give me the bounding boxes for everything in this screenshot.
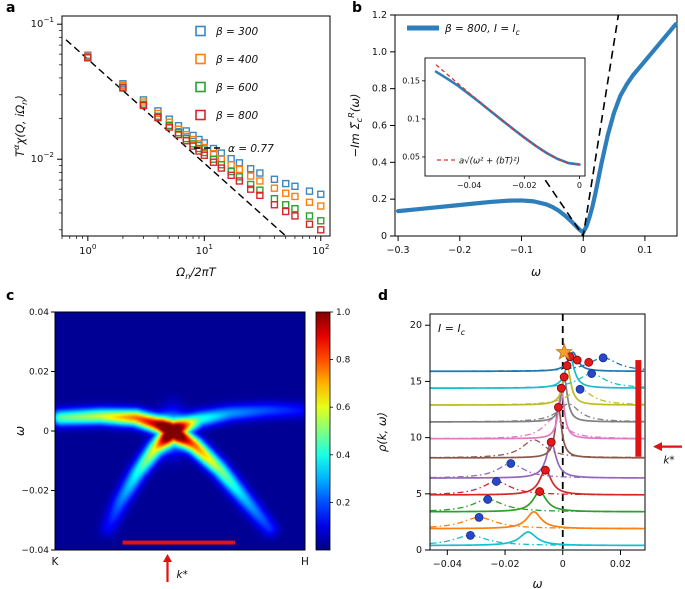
svg-text:0.2: 0.2 <box>372 194 387 205</box>
svg-text:0.4: 0.4 <box>336 451 351 461</box>
svg-text:0: 0 <box>416 545 422 556</box>
svg-text:Tαχ(Q, iΩn): Tαχ(Q, iΩn) <box>11 95 29 157</box>
spectral-curve-8 <box>430 364 645 406</box>
kstar-star-marker <box>555 342 574 360</box>
kstar-arrow: k* <box>163 554 188 582</box>
svg-text:k*: k* <box>177 569 188 581</box>
inset-b: −0.04 −0.02 0 0.05 0.1 0.15 a√(ω² + (bT)²) <box>402 57 586 190</box>
svg-text:a√(ω² + (bT)²): a√(ω² + (bT)²) <box>459 157 520 167</box>
svg-text:10−2: 10−2 <box>31 150 54 165</box>
series-1 <box>84 52 325 210</box>
colorbar <box>315 311 331 551</box>
linear-fit-dashed <box>530 14 620 239</box>
svg-text:−0.1: −0.1 <box>510 245 533 256</box>
svg-text:0.1: 0.1 <box>637 245 652 256</box>
spectral-curve-1 <box>430 510 645 530</box>
svg-text:−0.3: −0.3 <box>387 245 410 256</box>
svg-text:ω: ω <box>13 426 27 436</box>
svg-text:−Im Σ̃cR(ω): −Im Σ̃cR(ω) <box>346 93 364 157</box>
svg-text:0.05: 0.05 <box>402 152 420 161</box>
svg-text:0.15: 0.15 <box>402 76 420 85</box>
svg-text:0.02: 0.02 <box>610 559 631 570</box>
kstar-range-bar-d <box>635 360 642 457</box>
spectral-curve-10 <box>430 351 645 373</box>
svg-text:0.8: 0.8 <box>336 356 351 366</box>
svg-text:Ωn/2πT: Ωn/2πT <box>175 265 216 281</box>
svg-text:0.8: 0.8 <box>372 84 387 95</box>
svg-text:K: K <box>52 556 60 568</box>
svg-text:β = 600: β = 600 <box>215 82 259 94</box>
panel-label-a: a <box>6 0 16 16</box>
svg-text:0.02: 0.02 <box>29 368 49 378</box>
svg-text:0.2: 0.2 <box>336 498 350 508</box>
svg-text:1.2: 1.2 <box>372 10 387 21</box>
svg-text:β = 400: β = 400 <box>215 54 259 66</box>
svg-text:0.1: 0.1 <box>407 114 420 123</box>
legend-b: β = 800, I = Ic <box>407 23 521 37</box>
svg-text:5: 5 <box>416 489 422 500</box>
svg-text:0.04: 0.04 <box>29 308 49 318</box>
svg-text:−0.02: −0.02 <box>512 181 537 190</box>
svg-text:100: 100 <box>79 242 97 257</box>
heatmap-canvas <box>10 298 355 589</box>
interacting-peak-dots <box>535 352 594 496</box>
svg-text:ρ(k, ω): ρ(k, ω) <box>375 412 389 452</box>
series-0 <box>84 51 325 198</box>
chart-b-self-energy: −0.3 −0.2 −0.1 0 0.1 0 0.2 0.4 0.6 0.8 1.0 1.2 β = 8… <box>346 10 678 279</box>
svg-text:ω: ω <box>531 265 541 279</box>
svg-text:ω: ω <box>532 577 542 589</box>
legend-a: β = 300 β = 400 β = 600 β = 800 α = 0.77 <box>194 25 274 155</box>
svg-text:101: 101 <box>196 242 213 257</box>
svg-text:20: 20 <box>410 320 422 331</box>
free-peak-dots <box>466 353 608 540</box>
spectral-curve-5 <box>430 406 645 459</box>
kstar-arrow-d: k* <box>653 442 682 467</box>
spectral-curve-7 <box>430 376 645 423</box>
svg-text:−0.2: −0.2 <box>448 245 471 256</box>
chart-d-spectral-cuts: −0.04 −0.02 0 0.02 0 5 10 15 20 k* I = Ic ω ρ(k, ω) <box>375 313 682 589</box>
svg-text:0: 0 <box>580 245 586 256</box>
spectral-curve-6 <box>430 387 645 440</box>
svg-text:0.4: 0.4 <box>372 157 387 168</box>
svg-text:1.0: 1.0 <box>336 308 351 318</box>
panel-label-c: c <box>6 288 15 304</box>
spectral-curve-0 <box>430 531 645 547</box>
svg-text:β = 800, I = Ic: β = 800, I = Ic <box>444 23 521 37</box>
svg-text:−0.02: −0.02 <box>21 487 49 497</box>
panel-label-b: b <box>352 0 363 16</box>
svg-text:0.6: 0.6 <box>372 121 387 132</box>
svg-text:15: 15 <box>410 376 422 387</box>
spectral-curve-9 <box>430 355 645 389</box>
svg-text:k*: k* <box>663 455 674 467</box>
panel-label-d: d <box>378 288 389 304</box>
svg-text:0: 0 <box>43 427 49 437</box>
svg-text:H: H <box>301 556 309 568</box>
series-2 <box>84 53 325 225</box>
svg-text:−0.02: −0.02 <box>490 559 519 570</box>
svg-text:0.6: 0.6 <box>336 403 351 413</box>
svg-text:β = 300: β = 300 <box>215 26 259 38</box>
svg-text:1.0: 1.0 <box>372 47 387 58</box>
svg-text:α = 0.77: α = 0.77 <box>228 143 274 155</box>
svg-text:0: 0 <box>381 231 387 242</box>
svg-text:−0.04: −0.04 <box>433 559 462 570</box>
spectral-curve-4 <box>430 441 645 479</box>
svg-text:102: 102 <box>312 242 329 257</box>
svg-text:−0.04: −0.04 <box>457 181 482 190</box>
svg-text:10: 10 <box>410 433 422 444</box>
series-3 <box>84 54 325 234</box>
svg-text:−0.04: −0.04 <box>21 546 49 556</box>
svg-text:β = 800: β = 800 <box>215 110 259 122</box>
svg-text:10−1: 10−1 <box>31 15 54 30</box>
svg-text:0: 0 <box>560 559 566 570</box>
heatmap-axes-overlay: −0.04 −0.02 0 0.02 0.04 K Hω k* 0.2 0.4 0.6 0.8 1.0 <box>13 308 351 582</box>
svg-text:I = Ic: I = Ic <box>438 322 466 337</box>
inset-fit-curve <box>435 64 580 166</box>
svg-text:0: 0 <box>577 181 582 190</box>
kstar-range-bar <box>122 540 235 545</box>
